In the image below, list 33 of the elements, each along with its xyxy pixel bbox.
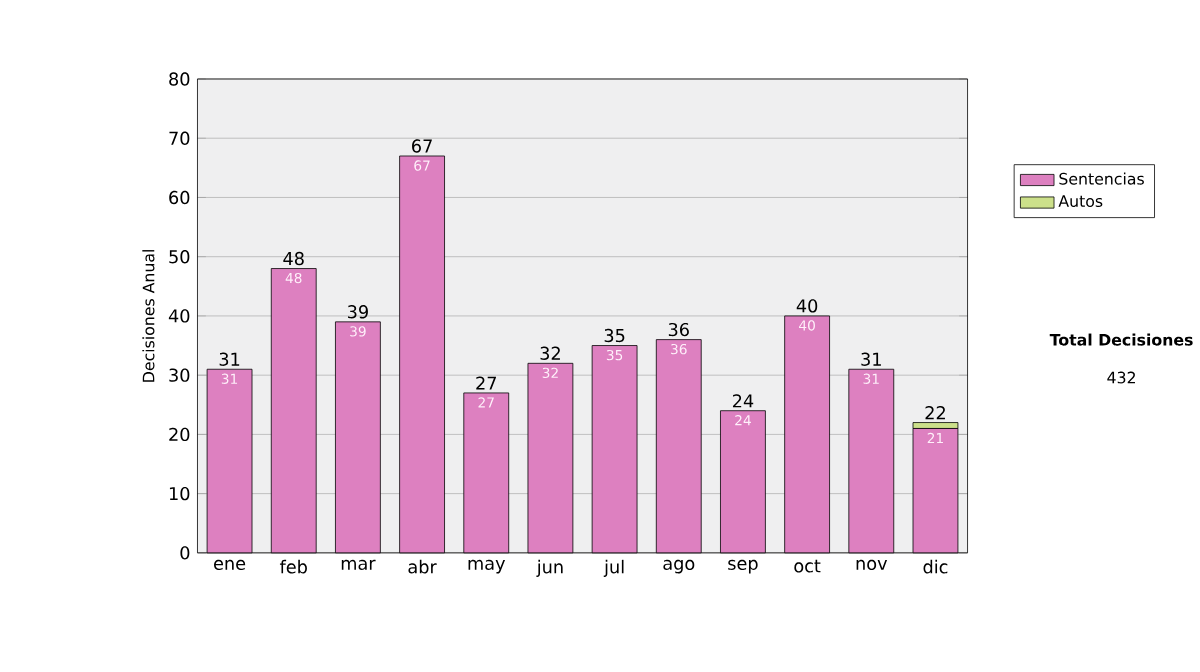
total-label: 22 <box>925 406 945 420</box>
total-label: 31 <box>219 352 240 367</box>
total-label: 31 <box>861 352 881 367</box>
total-label: 40 <box>796 299 818 313</box>
y-tick-label: 20 <box>169 428 190 442</box>
y-tick-label: 0 <box>180 546 190 560</box>
x-tick-label: sep <box>728 560 758 574</box>
total-label: 35 <box>604 329 625 343</box>
total-label: 48 <box>283 252 304 266</box>
x-tick-label: oct <box>794 560 821 573</box>
y-tick-label: 50 <box>169 250 190 264</box>
y-tick-label: 80 <box>169 72 190 86</box>
total-label: 67 <box>412 139 432 153</box>
total-label: 36 <box>668 323 689 337</box>
x-tick-label: jul <box>603 560 624 578</box>
x-tick-label: jun <box>536 560 563 578</box>
y-tick-label: 40 <box>168 309 190 323</box>
x-tick-label: may <box>468 560 506 574</box>
y-tick-label: 70 <box>169 131 190 146</box>
x-tick-label: nov <box>856 560 888 571</box>
x-tick-label: mar <box>341 560 376 571</box>
x-tick-label: feb <box>279 560 307 574</box>
y-tick-label: 30 <box>169 368 190 383</box>
total-label: 27 <box>476 376 496 390</box>
total-label: 32 <box>540 346 560 361</box>
y-tick-label: 10 <box>169 487 190 501</box>
x-tick-label: ago <box>663 560 695 574</box>
y-tick-label: 60 <box>169 191 190 205</box>
total-label: 39 <box>348 305 368 319</box>
x-tick-label: dic <box>923 560 948 574</box>
x-tick-label: ene <box>214 560 246 571</box>
total-label: 24 <box>732 394 754 408</box>
x-tick-label: abr <box>408 560 437 574</box>
